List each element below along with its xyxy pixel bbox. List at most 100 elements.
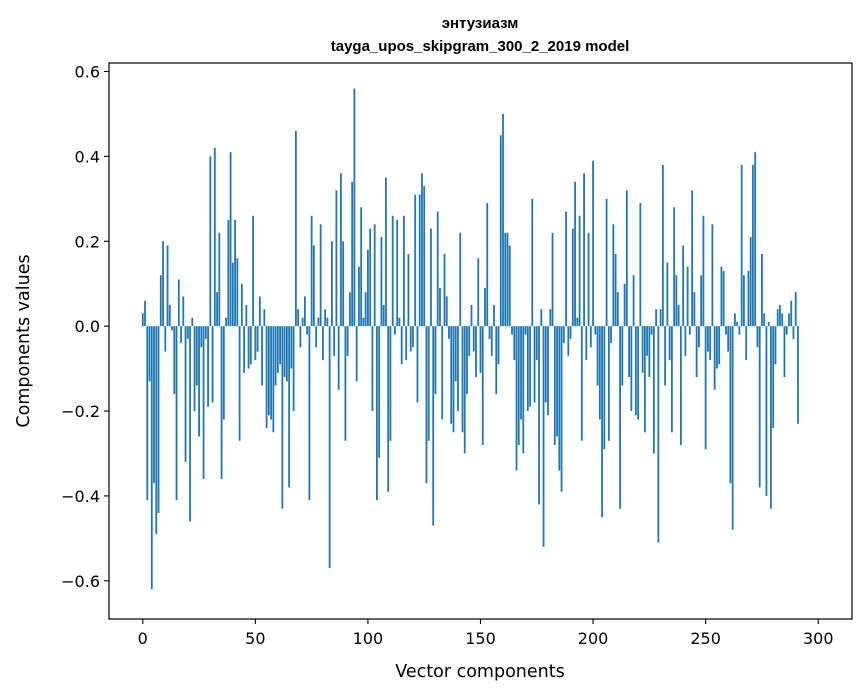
bar-286 xyxy=(785,326,788,335)
bar-232 xyxy=(664,326,667,386)
bar-192 xyxy=(574,181,576,327)
bar-53 xyxy=(261,326,263,386)
bar-106 xyxy=(380,237,383,327)
bar-251 xyxy=(707,326,709,352)
bar-45 xyxy=(243,326,245,373)
bar-41 xyxy=(234,220,236,327)
bar-127 xyxy=(427,326,430,441)
bar-0 xyxy=(141,313,144,327)
bar-185 xyxy=(558,326,561,471)
bar-165 xyxy=(513,326,516,361)
bar-163 xyxy=(508,245,511,327)
bar-179 xyxy=(544,326,547,403)
bar-175 xyxy=(535,326,538,361)
bar-261 xyxy=(729,326,732,484)
bar-96 xyxy=(358,266,360,327)
bar-21 xyxy=(189,326,191,522)
bar-31 xyxy=(211,326,214,403)
bar-246 xyxy=(695,326,698,378)
y-tick-label: 0.2 xyxy=(75,232,100,251)
bar-288 xyxy=(790,300,793,327)
bar-133 xyxy=(441,326,444,420)
bar-82 xyxy=(326,317,329,327)
bar-157 xyxy=(495,326,498,395)
bar-37 xyxy=(225,317,227,327)
bar-166 xyxy=(515,326,518,471)
bar-75 xyxy=(310,215,313,327)
bar-291 xyxy=(797,326,799,424)
bar-35 xyxy=(220,326,223,479)
bar-203 xyxy=(598,326,601,420)
bar-180 xyxy=(547,326,549,416)
bar-215 xyxy=(625,190,628,327)
bar-245 xyxy=(693,292,696,327)
bar-105 xyxy=(378,326,381,458)
bar-212 xyxy=(619,326,621,509)
bar-84 xyxy=(331,241,333,327)
bar-47 xyxy=(247,326,250,369)
bar-197 xyxy=(585,326,588,361)
bar-19 xyxy=(184,326,187,462)
bar-228 xyxy=(655,309,658,327)
bar-244 xyxy=(691,190,694,327)
bar-94 xyxy=(353,88,356,327)
bar-147 xyxy=(472,326,475,352)
bar-217 xyxy=(630,326,633,412)
bar-249 xyxy=(702,215,705,327)
y-tick-label: −0.4 xyxy=(61,487,100,506)
bar-132 xyxy=(439,287,441,327)
bar-239 xyxy=(679,326,682,445)
bar-24 xyxy=(195,326,198,386)
x-tick-label: 150 xyxy=(465,629,496,648)
bar-208 xyxy=(610,326,612,344)
bar-254 xyxy=(713,326,716,390)
x-tick-label: 300 xyxy=(803,629,834,648)
bar-123 xyxy=(418,194,421,327)
bar-238 xyxy=(677,304,680,327)
bar-100 xyxy=(367,249,369,327)
bar-260 xyxy=(727,326,730,352)
bar-57 xyxy=(270,326,273,420)
bar-55 xyxy=(265,326,268,429)
bar-73 xyxy=(306,326,309,335)
bar-280 xyxy=(772,326,775,429)
bar-241 xyxy=(684,326,687,356)
bar-6 xyxy=(155,326,158,535)
bar-275 xyxy=(761,253,763,327)
bar-7 xyxy=(157,326,160,513)
bar-135 xyxy=(445,296,448,327)
bar-162 xyxy=(506,232,509,327)
bar-156 xyxy=(493,304,495,327)
bar-255 xyxy=(716,326,718,369)
bar-264 xyxy=(736,321,739,327)
bar-3 xyxy=(148,326,151,382)
bar-63 xyxy=(283,326,286,378)
x-tick-label: 0 xyxy=(138,629,148,648)
bar-248 xyxy=(700,275,703,327)
bar-247 xyxy=(698,326,700,348)
bar-93 xyxy=(351,181,354,327)
bar-216 xyxy=(628,326,630,378)
bar-27 xyxy=(202,326,205,479)
bar-36 xyxy=(222,326,225,420)
bar-62 xyxy=(281,326,284,509)
bar-279 xyxy=(770,326,772,509)
bar-20 xyxy=(186,326,189,339)
bar-29 xyxy=(207,326,209,407)
bar-209 xyxy=(612,224,615,327)
bar-65 xyxy=(288,326,291,488)
bar-152 xyxy=(484,287,486,327)
bar-126 xyxy=(425,326,428,484)
bar-269 xyxy=(747,270,750,327)
bar-186 xyxy=(560,326,563,492)
y-axis-ticks: −0.6 −0.4 −0.2 0.0 0.2 0.4 0.6 xyxy=(61,62,109,591)
bar-274 xyxy=(758,326,761,488)
bar-70 xyxy=(299,326,302,348)
bar-139 xyxy=(454,326,457,382)
bar-224 xyxy=(646,326,649,356)
bar-18 xyxy=(182,296,185,327)
bar-236 xyxy=(673,207,676,327)
bar-58 xyxy=(272,326,275,433)
bar-219 xyxy=(634,326,637,416)
bar-125 xyxy=(423,186,426,327)
